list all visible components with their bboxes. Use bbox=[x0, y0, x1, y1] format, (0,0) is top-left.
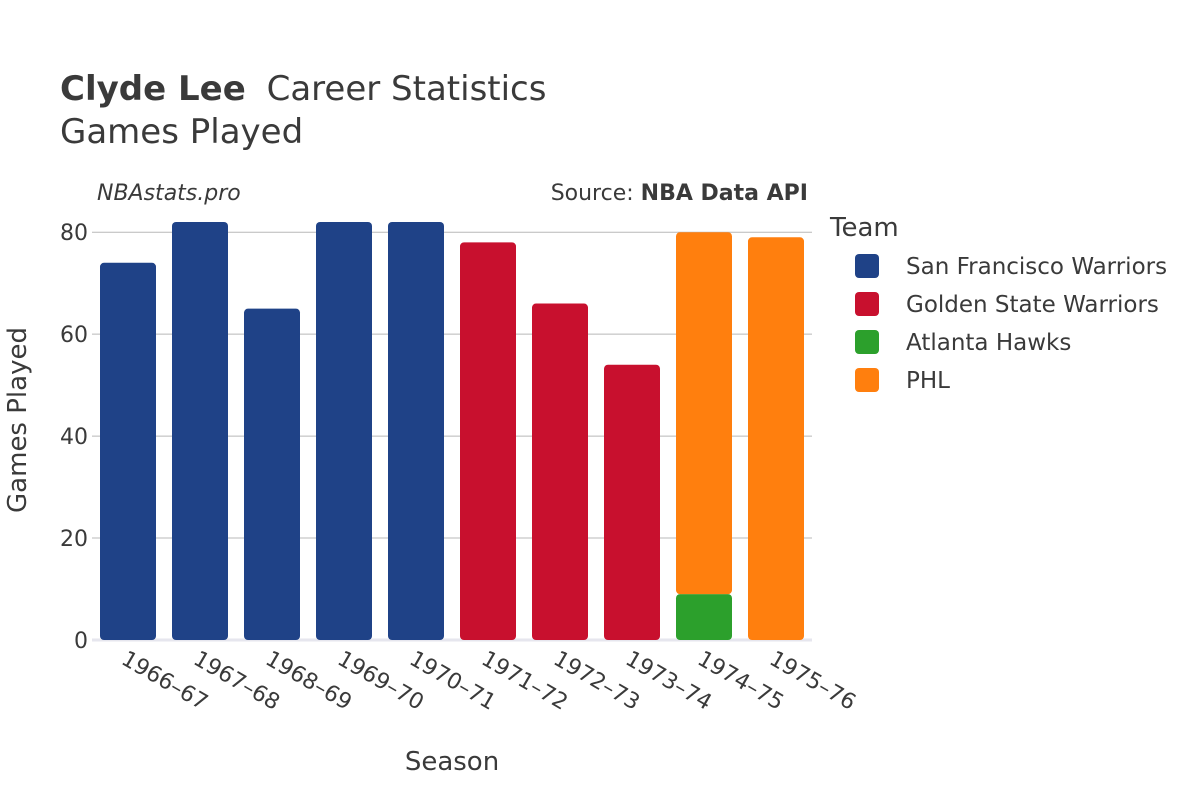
watermark: NBAstats.pro bbox=[97, 181, 241, 206]
bar bbox=[604, 364, 660, 640]
bar bbox=[460, 242, 516, 640]
source-name: NBA Data API bbox=[641, 181, 808, 206]
bar bbox=[676, 232, 732, 595]
y-tick-label: 80 bbox=[60, 221, 88, 246]
bar bbox=[100, 262, 156, 640]
chart-subtitle: Games Played bbox=[60, 112, 303, 152]
y-tick-labels: 0 20 40 60 80 bbox=[60, 221, 88, 654]
legend-label: PHL bbox=[906, 368, 950, 394]
legend: Team San Francisco Warriors Golden State … bbox=[829, 213, 1167, 394]
y-tick-label: 60 bbox=[60, 323, 88, 348]
bar bbox=[244, 308, 300, 640]
player-name: Clyde Lee bbox=[60, 69, 246, 109]
y-tick-label: 40 bbox=[60, 425, 88, 450]
legend-label: San Francisco Warriors bbox=[906, 254, 1167, 280]
bar bbox=[748, 237, 804, 641]
x-tick-labels: 1966–671967–681968–691969–701970–711971–… bbox=[117, 647, 860, 716]
y-axis-title: Games Played bbox=[3, 327, 33, 513]
bar bbox=[172, 222, 228, 640]
y-tick-label: 0 bbox=[74, 629, 88, 654]
bars bbox=[100, 222, 804, 641]
source-label: Source: NBA Data API bbox=[551, 181, 808, 206]
bar bbox=[316, 222, 372, 640]
legend-label: Golden State Warriors bbox=[906, 292, 1159, 318]
source-prefix: Source: bbox=[551, 181, 641, 206]
bar bbox=[532, 303, 588, 640]
legend-swatch bbox=[855, 368, 879, 392]
bar bbox=[676, 594, 732, 640]
y-tick-label: 20 bbox=[60, 527, 88, 552]
legend-swatch bbox=[855, 330, 879, 354]
chart-title: Clyde Lee Career Statistics bbox=[60, 69, 546, 109]
legend-swatch bbox=[855, 254, 879, 278]
legend-title: Team bbox=[829, 213, 899, 243]
x-axis-title: Season bbox=[405, 747, 499, 777]
legend-label: Atlanta Hawks bbox=[906, 330, 1071, 356]
bar bbox=[388, 222, 444, 640]
legend-swatch bbox=[855, 292, 879, 316]
title-rest: Career Statistics bbox=[267, 69, 547, 109]
